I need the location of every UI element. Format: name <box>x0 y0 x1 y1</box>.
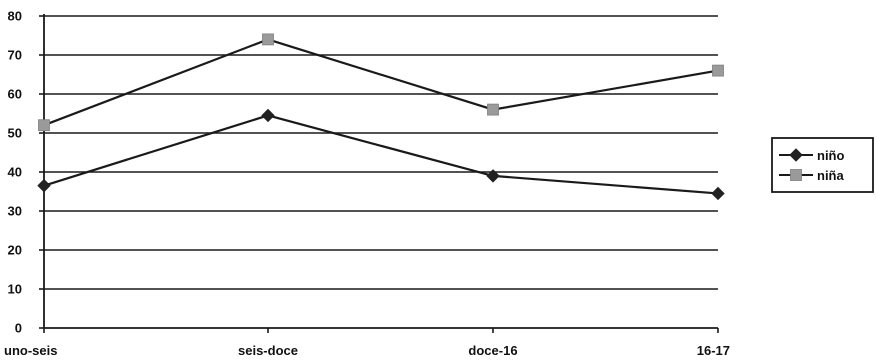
y-tick-label: 0 <box>15 321 22 336</box>
series-line-nino <box>43 114 719 195</box>
data-point-nina <box>262 33 274 46</box>
data-point-nino <box>486 169 500 183</box>
data-point-nina <box>487 103 499 116</box>
y-tick-label: 70 <box>8 48 22 63</box>
y-tick-label: 10 <box>8 282 22 297</box>
y-tick-label: 60 <box>8 87 22 102</box>
y-tick-label: 40 <box>8 165 22 180</box>
data-point-nina <box>38 119 50 132</box>
data-point-nino <box>37 178 51 193</box>
series-line-nina <box>43 38 719 127</box>
gridlines <box>44 15 718 290</box>
legend: niño niña <box>771 137 874 193</box>
y-tick-label: 30 <box>8 204 22 219</box>
x-tick-label: seis-doce <box>238 343 298 358</box>
data-point-nino <box>711 186 725 201</box>
x-tick-label: doce-16 <box>468 343 517 358</box>
data-point-nino <box>261 108 275 123</box>
y-tick-label: 80 <box>8 9 22 24</box>
legend-marker <box>789 148 803 162</box>
data-point-nina <box>712 64 724 77</box>
legend-label: niño <box>817 148 844 163</box>
series-markers <box>37 33 725 201</box>
y-tick-labels: 0 10 20 30 40 50 60 70 80 <box>8 9 22 336</box>
x-tick-label: uno-seis <box>4 343 57 358</box>
legend-box <box>771 137 874 193</box>
axes <box>39 14 719 333</box>
y-tick-label: 20 <box>8 243 22 258</box>
legend-label: niña <box>817 168 844 183</box>
series-lines <box>43 38 719 195</box>
x-tick-label: 16-17 <box>697 343 730 358</box>
y-tick-label: 50 <box>8 126 22 141</box>
x-tick-labels: uno-seis seis-doce doce-16 16-17 <box>4 343 730 358</box>
legend-marker <box>790 169 802 181</box>
